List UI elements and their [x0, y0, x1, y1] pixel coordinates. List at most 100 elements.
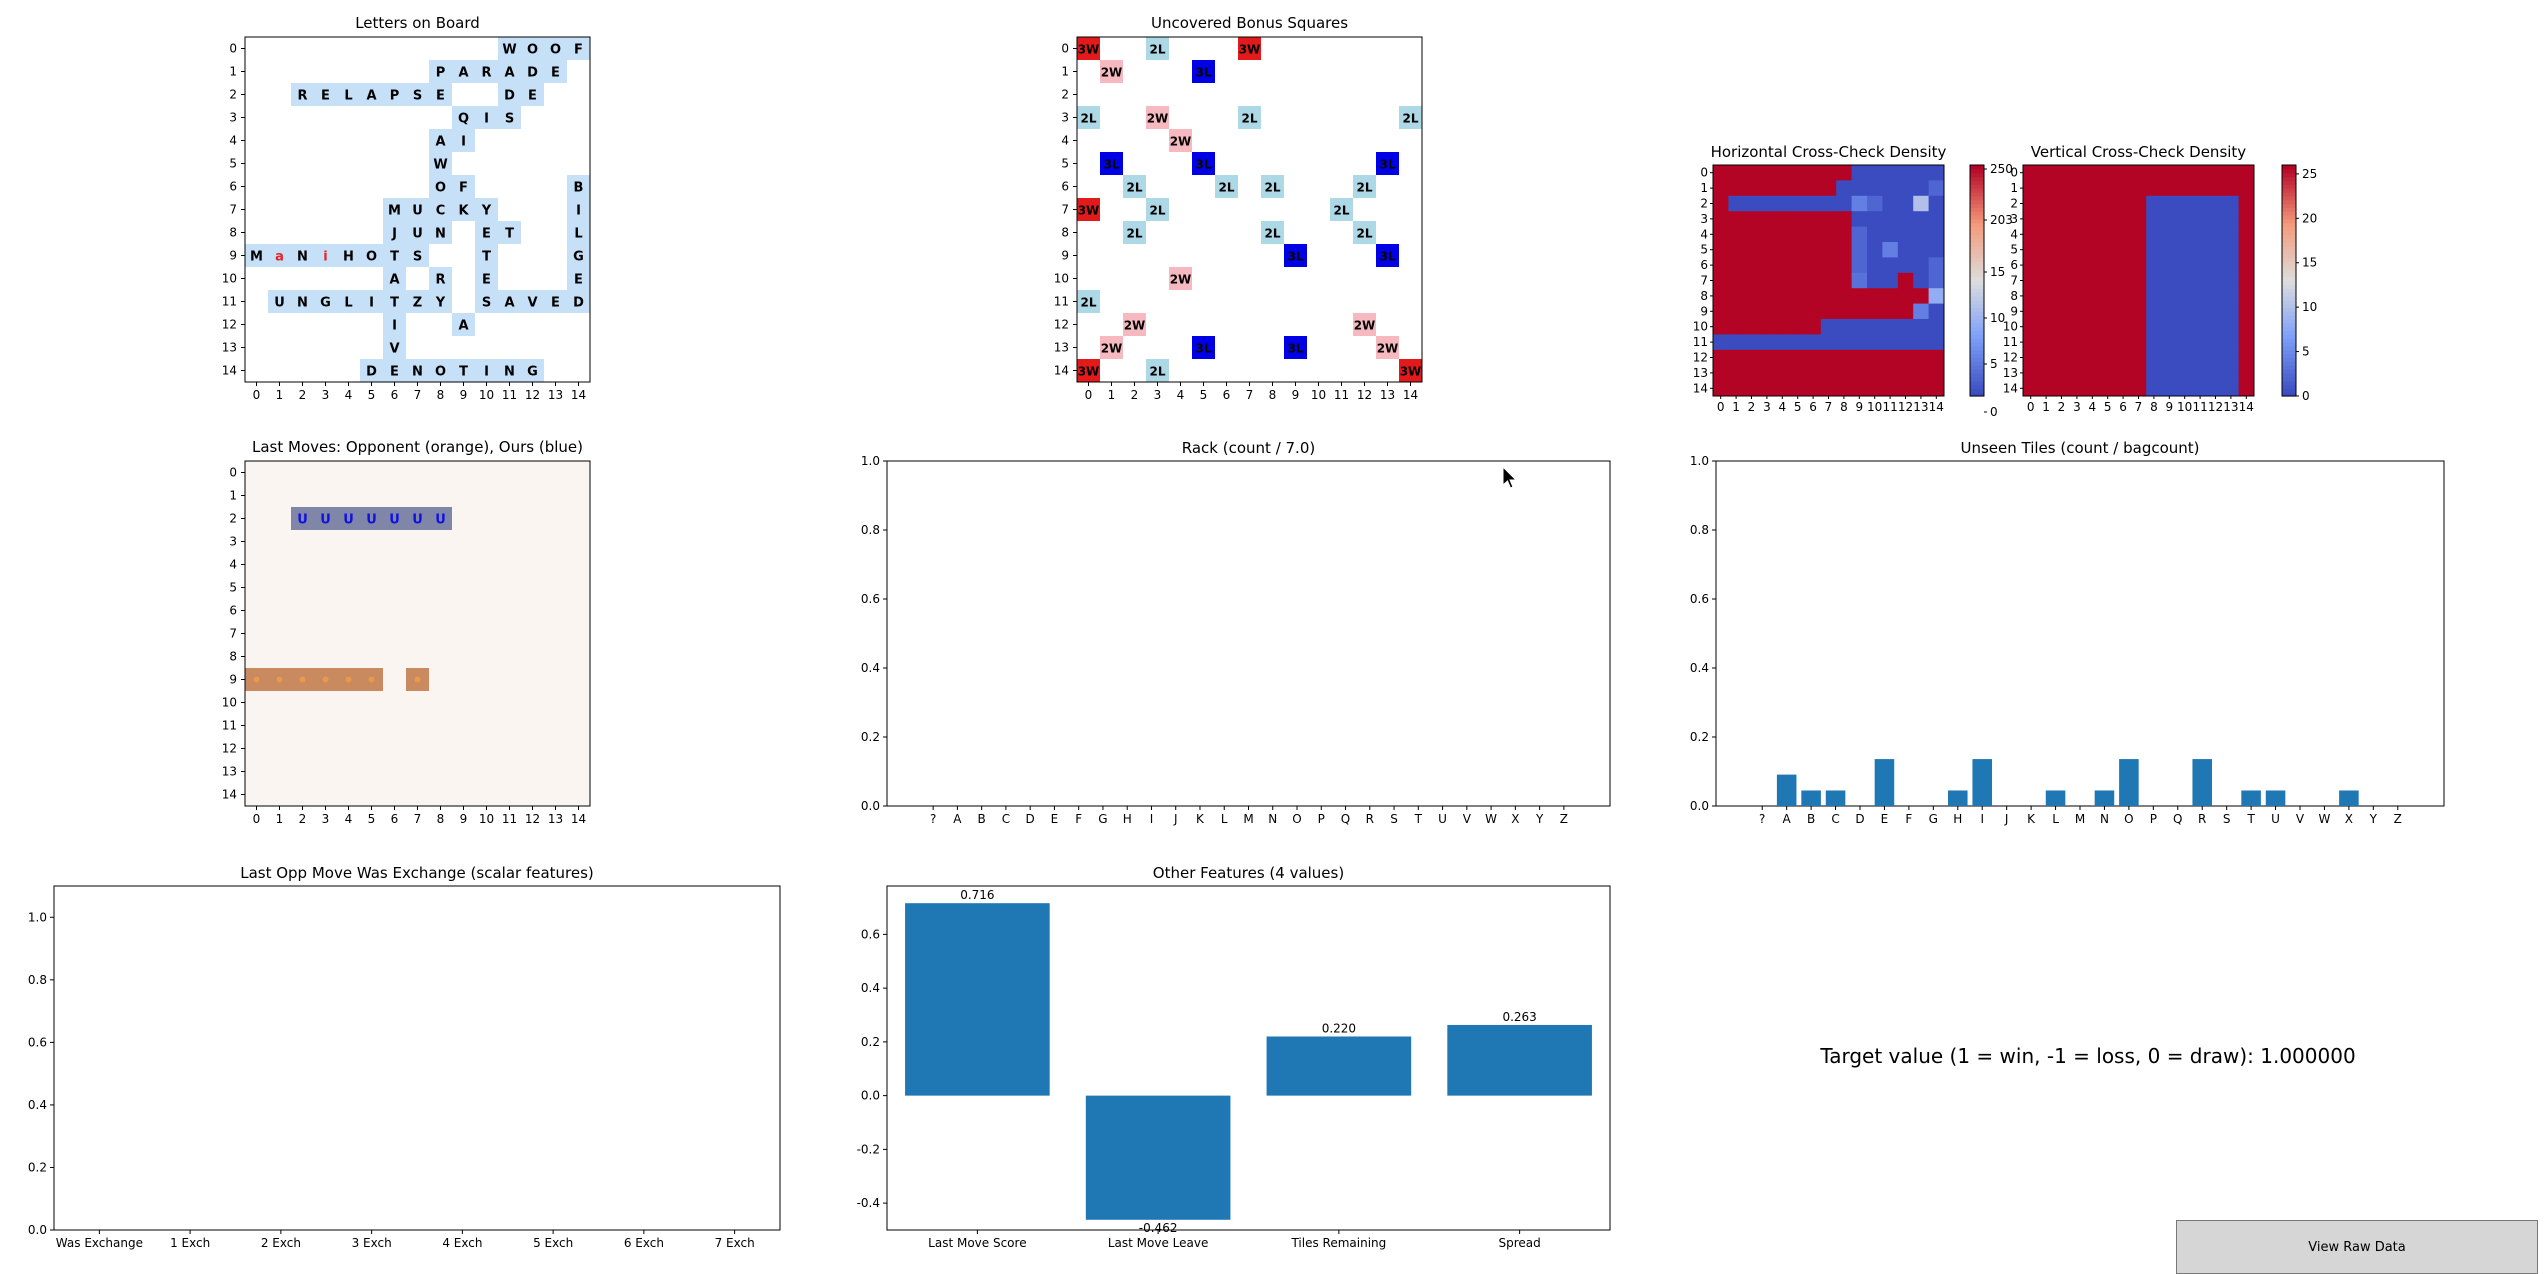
vcross-ytick-label: 3 — [2010, 212, 2018, 226]
vcross-cell — [2207, 165, 2224, 181]
vcross-cell — [2084, 319, 2101, 335]
vcross-colorbar-step — [2282, 230, 2296, 235]
hcross-cell — [1790, 272, 1806, 289]
hcross-colorbar-step — [1970, 307, 1984, 312]
hcross-cell — [1836, 349, 1853, 366]
hcross-cell — [1759, 365, 1776, 382]
vcross-cell — [2146, 319, 2163, 335]
rack-xtick-label: L — [1221, 812, 1228, 826]
hcross-cell — [1805, 334, 1822, 351]
board-tile — [429, 359, 452, 382]
hcross-cell — [1882, 226, 1899, 243]
vcross-cell — [2177, 180, 2193, 197]
vcross-colorbar-step — [2282, 172, 2296, 178]
board-letter: R — [435, 273, 445, 288]
hcross-cell — [1774, 334, 1791, 351]
board-tile — [406, 244, 429, 267]
vcross-colorbar-step — [2282, 176, 2296, 181]
exchange-ytick-label: 1.0 — [28, 910, 47, 924]
hcross-colorbar-step — [1970, 180, 1984, 185]
bonus-ytick-label: 7 — [1061, 203, 1069, 217]
board-tile — [314, 83, 337, 106]
bonus-square — [1330, 198, 1353, 221]
hcross-cell — [1820, 211, 1837, 228]
vcross-cell — [2053, 272, 2070, 289]
unseen-xtick-label: W — [2319, 812, 2331, 826]
hcross-colorbar-step — [1970, 211, 1984, 216]
bonus-label: 2L — [1357, 181, 1373, 195]
letters-ytick-label: 9 — [229, 249, 237, 263]
board-letter: J — [391, 227, 397, 242]
bonus-label: 2L — [1150, 43, 1166, 57]
board-tile — [567, 290, 590, 313]
bonus-square — [1077, 359, 1100, 382]
bonus-label: 2L — [1242, 112, 1258, 126]
vcross-cell — [2084, 303, 2101, 320]
other-ytick-label: -0.4 — [857, 1196, 880, 1210]
vcross-cell — [2207, 334, 2224, 351]
vcross-colorbar-step — [2282, 311, 2296, 316]
letters-title: Letters on Board — [355, 14, 480, 32]
bonus-label: 3L — [1196, 158, 1212, 172]
hcross-cell — [1790, 242, 1806, 258]
bonus-label: 2L — [1265, 227, 1281, 241]
vcross-cell — [2115, 349, 2132, 366]
hcross-cell — [1836, 334, 1853, 351]
vcross-cell — [2207, 211, 2224, 228]
vcross-ytick-label: 6 — [2010, 258, 2018, 272]
hcross-colorbar-step — [1970, 276, 1984, 282]
hcross-cell — [1882, 380, 1899, 397]
unseen-xtick-label: B — [1807, 812, 1815, 826]
hcross-colorbar-step — [1970, 342, 1984, 347]
hcross-colorbar-step — [1970, 388, 1984, 393]
vcross-cell — [2207, 380, 2224, 397]
hcross-cell — [1759, 257, 1776, 274]
board-letter: P — [436, 66, 446, 81]
board-letter: E — [528, 89, 537, 104]
bonus-ytick-label: 6 — [1061, 180, 1069, 194]
vcross-ytick-label: 11 — [2003, 335, 2018, 349]
vcross-cell — [2023, 272, 2039, 289]
hcross-cell — [1728, 303, 1745, 320]
rack-xtick-label: B — [978, 812, 986, 826]
board-tile — [268, 244, 291, 267]
vcross-cell — [2146, 349, 2163, 366]
vcross-cell — [2177, 365, 2193, 382]
hcross-colorbar-step — [1970, 338, 1984, 343]
hcross-cell — [1805, 380, 1822, 397]
hcross-cell — [1913, 242, 1930, 258]
board-letter: F — [459, 181, 468, 196]
hcross-cell — [1928, 272, 1945, 289]
board-letter: E — [551, 66, 560, 81]
vcross-cell — [2130, 365, 2147, 382]
hcross-colorbar-step — [1970, 334, 1984, 339]
vcross-colorbar-step — [2282, 268, 2296, 274]
board-tile — [268, 290, 291, 313]
hcross-cell — [1928, 365, 1945, 382]
hcross-cell — [1805, 211, 1822, 228]
vcross-cell — [2053, 334, 2070, 351]
view-raw-data-button[interactable]: View Raw Data — [2176, 1220, 2538, 1274]
board-tile — [452, 313, 475, 336]
hcross-cell — [1790, 180, 1806, 197]
rack-ytick-label: 0.0 — [861, 799, 880, 813]
bonus-square — [1169, 267, 1192, 290]
board-letter: E — [436, 89, 445, 104]
hcross-cell — [1851, 365, 1868, 382]
vcross-cell — [2038, 380, 2055, 397]
rack-xtick-label: V — [1463, 812, 1472, 826]
letters-xtick-label: 1 — [276, 388, 284, 402]
board-letter: G — [527, 365, 538, 380]
rack-ytick-label: 0.6 — [861, 592, 880, 606]
board-tile — [383, 244, 406, 267]
unseen-xtick-label: L — [2052, 812, 2059, 826]
other-xtick-label: Last Move Score — [928, 1236, 1026, 1250]
hcross-colorbar-step — [1970, 345, 1984, 351]
vcross-colorbar-step — [2282, 392, 2296, 397]
hcross-xtick-label: 2 — [1748, 400, 1756, 414]
bonus-square — [1399, 359, 1422, 382]
letters-ytick-label: 11 — [222, 295, 237, 309]
vcross-cell — [2192, 349, 2209, 366]
bonus-xtick-label: 4 — [1177, 388, 1185, 402]
board-letter: T — [505, 227, 514, 242]
